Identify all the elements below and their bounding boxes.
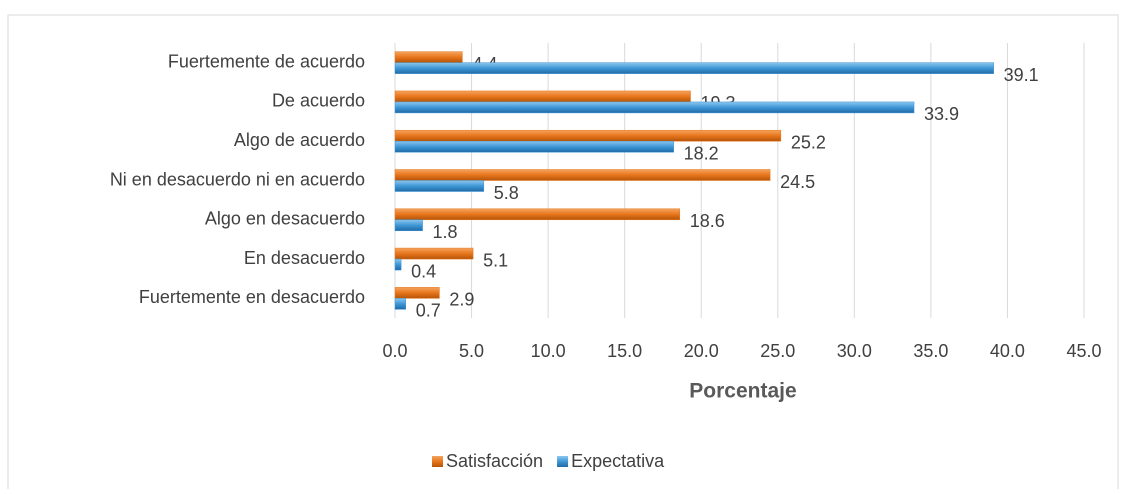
bar [394,62,994,74]
data-label: 18.6 [690,211,725,231]
data-label: 1.8 [433,222,458,242]
bar [394,180,485,192]
x-tick-label: 40.0 [990,341,1025,361]
data-label: 24.5 [780,172,815,192]
bar [394,258,402,271]
x-tick-label: 15.0 [607,341,642,361]
bar [394,140,674,153]
y-tick-label: Fuertemente de acuerdo [168,51,365,71]
bar [394,101,915,114]
x-tick-label: 5.0 [459,341,484,361]
data-label: 33.9 [924,104,959,124]
bar [394,208,681,221]
data-label: 2.9 [449,290,474,310]
data-label: 25.2 [791,132,826,152]
x-tick-label: 0.0 [382,341,407,361]
x-tick-label: 45.0 [1066,341,1101,361]
bar [394,90,691,103]
data-label: 0.4 [411,261,436,281]
x-axis-label: Porcentaje [689,380,796,403]
x-tick-label: 25.0 [760,341,795,361]
bar [394,169,771,181]
y-tick-label: Fuertemente en desacuerdo [139,287,365,307]
chart-border [7,14,1119,494]
y-tick-label: Algo en desacuerdo [205,209,365,229]
legend-label: Satisfacción [446,451,543,471]
data-label: 5.8 [494,183,519,203]
bar [394,219,423,232]
x-tick-label: 35.0 [913,341,948,361]
legend-label: Expectativa [571,451,665,471]
bar [394,247,474,260]
data-label: 39.1 [1004,65,1039,85]
data-label: 0.7 [416,301,441,321]
y-tick-label: Ni en desacuerdo ni en acuerdo [110,169,365,189]
data-label: 18.2 [684,143,719,163]
bar [394,287,440,299]
x-tick-label: 20.0 [684,341,719,361]
data-label: 5.1 [483,250,508,270]
y-tick-label: De acuerdo [272,91,365,111]
y-tick-label: Algo de acuerdo [234,130,365,150]
legend-swatch [432,456,443,467]
y-tick-label: En desacuerdo [244,248,365,268]
x-tick-label: 10.0 [531,341,566,361]
bar [394,51,463,63]
legend-swatch [557,456,569,467]
bar [394,129,782,142]
x-tick-label: 30.0 [837,341,872,361]
bar [394,298,406,310]
